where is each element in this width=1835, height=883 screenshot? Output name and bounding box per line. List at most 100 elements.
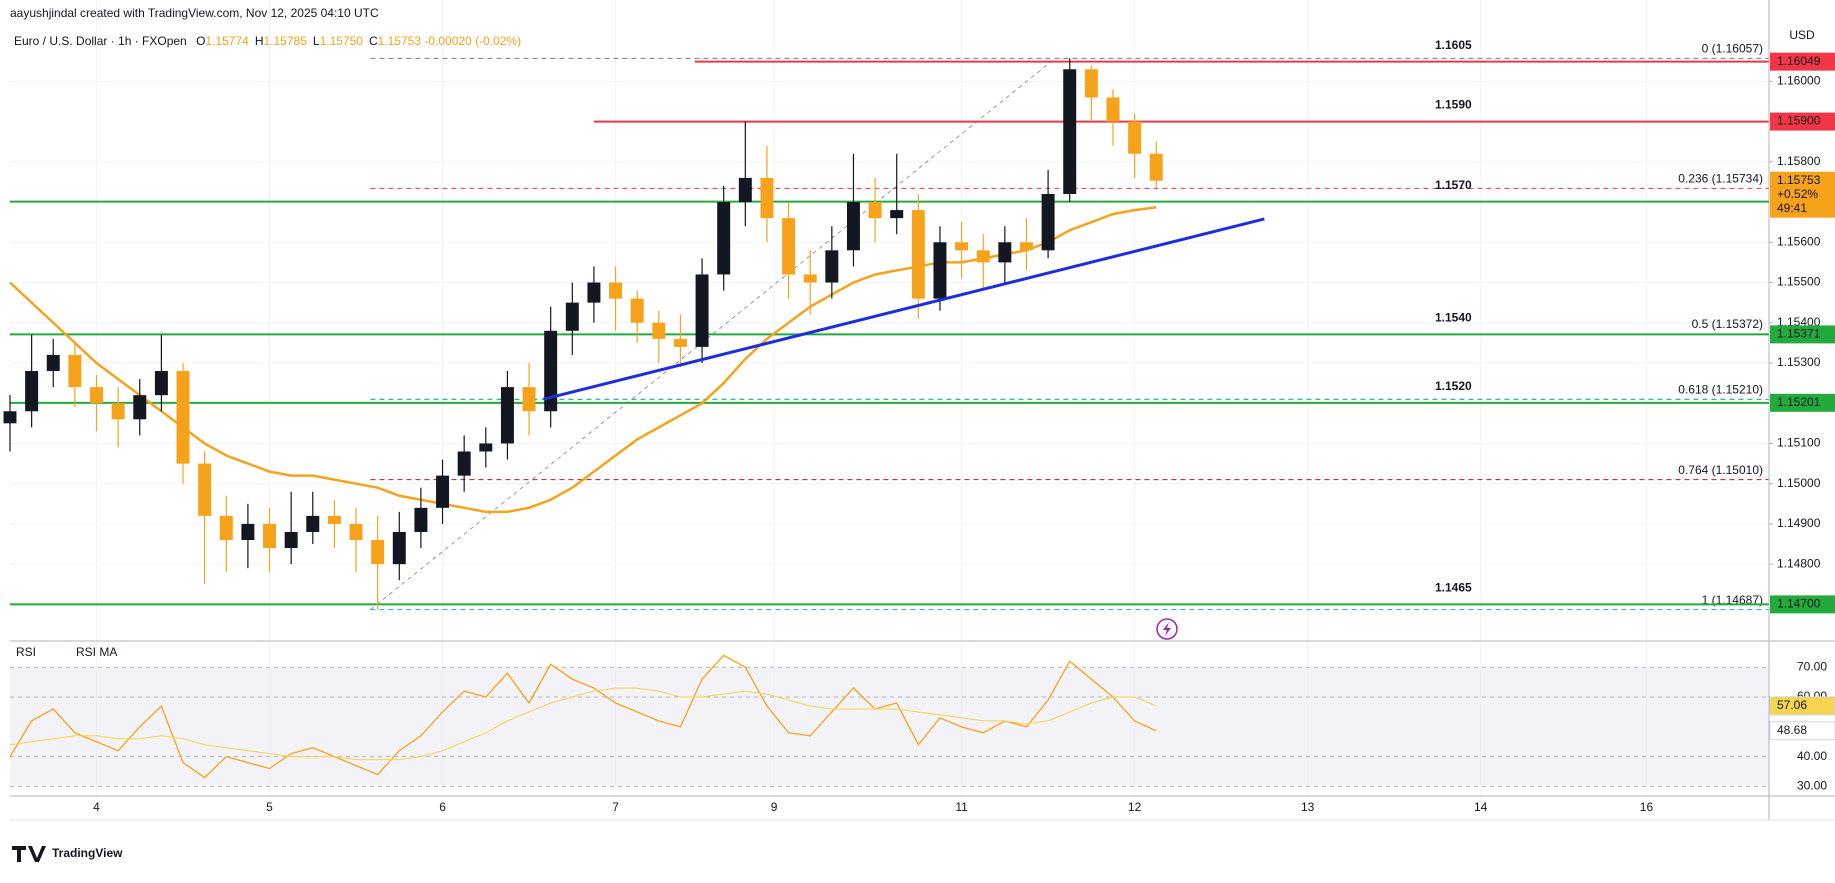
ohlc-key: O (196, 34, 206, 48)
fib-label: 0.5 (1.15372) (1692, 317, 1763, 331)
level-label: 1.1570 (1435, 178, 1472, 192)
x-tick-label: 14 (1474, 800, 1488, 814)
ohlc-value: 1.15774 (205, 34, 249, 48)
rsi-line (9, 654, 1157, 779)
brand-logo (12, 846, 46, 862)
level-label: 1.1520 (1435, 379, 1472, 393)
level-label: 1.1540 (1435, 311, 1472, 325)
candle-body (500, 387, 514, 444)
price-badge (1770, 112, 1835, 131)
price-badge-label: 1.15371 (1777, 327, 1821, 341)
y-tick-label: 1.14900 (1777, 516, 1821, 530)
logo-mark (12, 846, 46, 862)
x-tick-label: 5 (266, 800, 273, 814)
candle-body (890, 210, 904, 219)
candle-body (1106, 97, 1120, 122)
candle-body (630, 298, 644, 323)
candle-body (111, 403, 125, 420)
layer-marks: 0 (1.16057) 0.236 (1.15734) 0.5 (1.15372) 0… (3, 38, 1769, 779)
candle-body (825, 250, 839, 283)
candle-body (955, 242, 969, 251)
rsi-badge (1769, 721, 1835, 741)
candle-body (803, 274, 817, 283)
y-tick-label: 1.15300 (1777, 355, 1821, 369)
price-badge-label: 1.16049 (1777, 54, 1821, 68)
candle-body (154, 371, 168, 396)
fib-label: 0.236 (1.15734) (1678, 172, 1763, 186)
candle-body (1041, 193, 1055, 251)
candle-body (371, 540, 385, 565)
candle-body (241, 523, 255, 541)
x-tick-label: 7 (612, 800, 619, 814)
rsi-band (10, 667, 1769, 787)
trendline (543, 217, 1265, 401)
x-tick-label: 16 (1640, 800, 1654, 814)
candle-body (717, 202, 731, 275)
candle-body (176, 371, 190, 464)
x-tick-label: 9 (771, 800, 778, 814)
legend-row: Euro / U.S. Dollar · 1h · FXOpen O1.1577… (14, 34, 521, 48)
event-icon (1156, 618, 1178, 640)
brand: TradingView (52, 846, 123, 860)
fib-label: 0 (1.16057) (1702, 42, 1763, 56)
y-tick-label: 1.15500 (1777, 275, 1821, 289)
x-tick-label: 11 (955, 800, 968, 814)
candle-body (1019, 242, 1033, 251)
candle-body (284, 531, 298, 549)
x-tick-label: 13 (1301, 800, 1315, 814)
price-badge (1770, 171, 1835, 218)
rsi-series-name: RSI (16, 645, 36, 659)
level-label: 1.1605 (1435, 38, 1472, 52)
level-label: 1.1465 (1435, 581, 1472, 595)
candle-body (738, 177, 752, 203)
candle-body (68, 354, 82, 388)
x-tick-label: 4 (93, 800, 100, 814)
rsi-badge-label: 48.68 (1777, 723, 1807, 737)
price-badge (1770, 393, 1835, 412)
candle-body (263, 523, 277, 549)
fib-diagonal (370, 58, 1056, 611)
credit: aayushjindal created with TradingView.co… (10, 6, 379, 20)
fib-label: 0.764 (1.15010) (1678, 463, 1763, 477)
candle-body (46, 354, 60, 372)
change: -0.00020 (-0.02%) (424, 34, 522, 48)
symbol: Euro / U.S. Dollar · 1h · FXOpen (14, 34, 187, 48)
ohlc-key: L (312, 34, 320, 48)
price-badge-extra: +0.52% (1777, 187, 1818, 201)
candle-body (327, 515, 341, 524)
candle-body (1063, 69, 1077, 194)
ohlc-key: C (368, 34, 378, 48)
fib-label: 1 (1.14687) (1702, 593, 1763, 607)
candle-body (90, 387, 103, 404)
x-tick-label: 6 (439, 800, 446, 814)
candle-body (652, 322, 666, 339)
candle-body (457, 451, 471, 476)
candle-body (673, 338, 687, 347)
candle-body (933, 242, 947, 299)
candle-body (782, 218, 796, 275)
candle-body (911, 210, 925, 299)
candle-body (695, 274, 709, 347)
y-tick-label: 1.14800 (1777, 556, 1821, 570)
y-tick-label: 1.15800 (1777, 154, 1821, 168)
candle-body (479, 443, 493, 452)
y-tick-label: 1.15100 (1777, 436, 1821, 450)
price-badge (1770, 595, 1835, 614)
candle-body (1128, 121, 1142, 154)
candle-body (846, 202, 860, 251)
candle-body (198, 463, 212, 516)
candle-body (306, 515, 320, 532)
price-badge (1770, 325, 1835, 344)
candle-body (436, 475, 450, 508)
price-badge-label: 1.15201 (1777, 395, 1821, 409)
candle-body (587, 282, 601, 303)
candle-body (868, 202, 882, 219)
candle-body (3, 411, 17, 424)
price-badge-label: 1.15753 (1777, 173, 1821, 187)
ohlc-key: H (254, 34, 264, 48)
moving-average (9, 206, 1157, 514)
price-badge-label: 1.14700 (1777, 597, 1821, 611)
ohlc-value: 1.15785 (263, 34, 307, 48)
layer-axis: USD TradingView 4 5 6 7 9 11 12 13 14 16 1.14800 1.… (10, 0, 1835, 862)
